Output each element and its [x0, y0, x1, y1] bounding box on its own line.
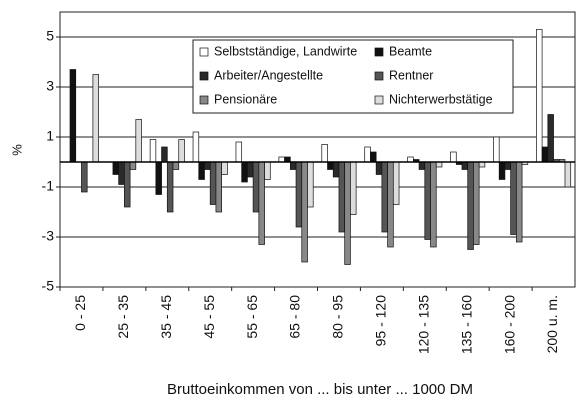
bar [424, 161, 431, 240]
x-tick-label: 160 - 200 [501, 295, 517, 354]
bar [381, 161, 388, 233]
bar [430, 161, 437, 248]
bar [258, 161, 265, 245]
x-tick-label: 55 - 65 [244, 295, 260, 339]
legend-label: Selbstständige, Landwirte [214, 44, 357, 58]
x-tick-label: 45 - 55 [201, 295, 217, 339]
y-tick-label: 1 [46, 128, 54, 144]
bar [332, 161, 340, 178]
bar [510, 161, 517, 235]
legend-swatch [199, 47, 209, 57]
legend-box [192, 39, 514, 114]
bar [166, 161, 174, 213]
bar [192, 131, 200, 163]
bar [264, 161, 271, 180]
bar [161, 146, 168, 163]
legend-label: Rentner [389, 68, 433, 82]
bar [387, 161, 394, 248]
bar [178, 139, 185, 163]
bar [327, 161, 334, 170]
x-tick-label: 120 - 135 [415, 295, 431, 354]
bar [301, 161, 308, 263]
y-tick-label: 5 [46, 28, 54, 44]
bar [198, 161, 205, 180]
bar [350, 161, 357, 215]
bar [155, 161, 162, 195]
legend-label: Pensionäre [214, 92, 277, 106]
bar [450, 151, 457, 163]
bar [118, 161, 125, 185]
y-tick-label: -1 [42, 178, 55, 194]
bar [321, 144, 328, 163]
bar [364, 146, 371, 163]
y-tick-label: 3 [46, 78, 54, 94]
legend-label: Nichterwerbstätige [389, 92, 493, 106]
x-axis-label: Bruttoeinkommen von ... bis unter ... 10… [167, 381, 473, 398]
bar [241, 161, 248, 183]
bar [392, 161, 400, 205]
bar [541, 146, 549, 163]
legend-label: Arbeiter/Angestellte [214, 68, 323, 82]
y-tick-label: -5 [42, 278, 55, 294]
x-tick-label: 25 - 35 [115, 295, 131, 339]
x-tick-label: 135 - 160 [458, 295, 474, 354]
bar [418, 161, 426, 170]
bar [247, 161, 254, 178]
legend-swatch [199, 71, 209, 81]
bar [172, 161, 180, 170]
bar [498, 161, 506, 180]
bar [252, 161, 260, 213]
bar [307, 161, 314, 208]
bar [204, 161, 211, 170]
x-tick-label: 35 - 45 [158, 295, 174, 339]
legend-swatch [374, 47, 384, 57]
x-tick-label: 95 - 120 [373, 295, 389, 347]
bar [473, 161, 480, 245]
bar [295, 161, 303, 228]
bar [209, 161, 217, 205]
bar [135, 119, 142, 163]
bar [344, 161, 351, 265]
y-axis-label: % [9, 144, 24, 156]
bar [289, 161, 297, 170]
bar [547, 114, 554, 163]
bar [375, 161, 383, 175]
bar [149, 139, 157, 163]
bar [504, 161, 511, 170]
bar [493, 136, 500, 163]
bar [564, 161, 572, 188]
x-tick-label: 80 - 95 [330, 295, 346, 339]
bar [112, 161, 120, 175]
bar [338, 161, 346, 233]
bar [129, 161, 137, 170]
bar [467, 161, 474, 250]
bar [69, 69, 77, 163]
bar [215, 161, 223, 213]
bar [515, 161, 523, 243]
legend-swatch [374, 95, 384, 105]
legend-label: Beamte [389, 44, 432, 58]
bar [536, 29, 543, 163]
x-tick-label: 0 - 25 [72, 295, 88, 331]
x-tick-label: 65 - 80 [287, 295, 303, 339]
bar [221, 161, 228, 175]
bar [370, 151, 377, 163]
bar [461, 161, 469, 170]
bar [235, 141, 243, 163]
x-tick-label: 200 u. m. [544, 295, 560, 353]
bar [81, 161, 88, 193]
y-tick-label: -3 [42, 228, 55, 244]
bar [124, 161, 131, 208]
legend-swatch [374, 71, 384, 81]
legend-swatch [199, 95, 209, 105]
bar [92, 74, 99, 163]
